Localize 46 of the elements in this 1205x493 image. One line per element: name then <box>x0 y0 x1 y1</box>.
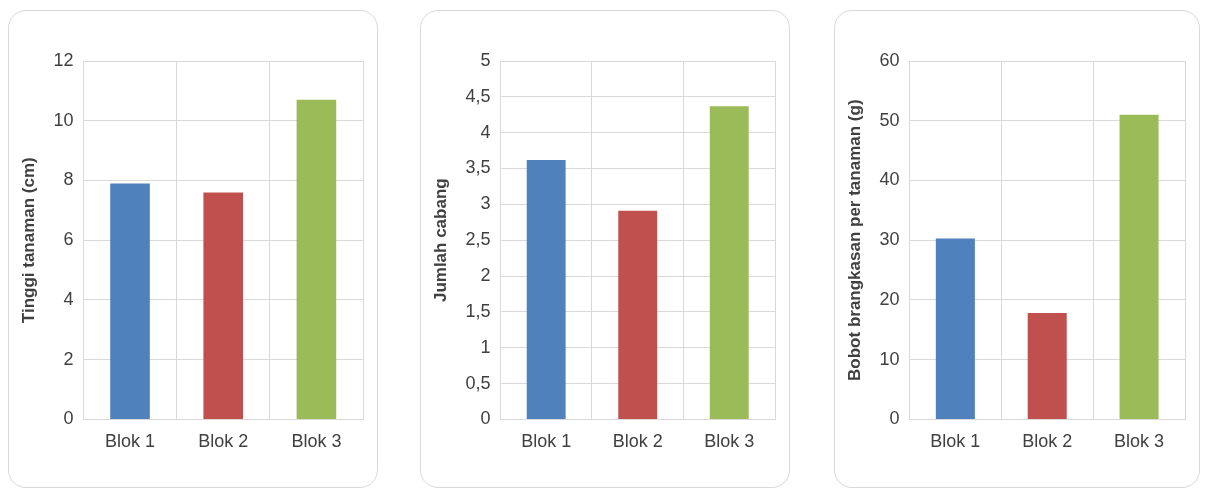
y-tick-label: 1 <box>480 336 491 357</box>
y-tick-label: 5 <box>480 49 491 70</box>
y-axis-title: Bobot brangkasan per tanaman (g) <box>844 99 864 381</box>
bar <box>935 238 975 419</box>
y-tick-label: 50 <box>879 109 900 130</box>
y-tick-label: 2 <box>480 265 491 286</box>
y-axis-title: Tinggi tanaman (cm) <box>18 157 38 324</box>
x-tick-label: Blok 1 <box>930 431 981 452</box>
y-tick-label: 3 <box>480 193 491 214</box>
x-tick-label: Blok 1 <box>105 431 156 452</box>
y-tick-label: 2 <box>63 348 74 369</box>
x-tick-label: Blok 2 <box>612 431 663 452</box>
bar <box>1027 313 1067 419</box>
y-tick-label: 40 <box>879 169 900 190</box>
y-tick-label: 1,5 <box>465 300 491 321</box>
y-tick-label: 0 <box>63 408 74 429</box>
bar <box>709 106 749 419</box>
bar <box>110 183 150 419</box>
y-tick-label: 2,5 <box>465 229 491 250</box>
y-tick-label: 4,5 <box>465 85 491 106</box>
y-tick-label: 0 <box>480 408 491 429</box>
x-tick-label: Blok 3 <box>1114 431 1165 452</box>
bar <box>296 99 337 419</box>
x-tick-label: Blok 2 <box>198 431 249 452</box>
y-tick-label: 30 <box>879 229 900 250</box>
y-tick-label: 60 <box>879 49 900 70</box>
y-tick-label: 0,5 <box>465 372 491 393</box>
y-tick-label: 4 <box>63 288 74 309</box>
x-tick-label: Blok 3 <box>291 431 342 452</box>
y-tick-label: 4 <box>480 121 491 142</box>
y-tick-label: 3,5 <box>465 157 491 178</box>
y-tick-label: 8 <box>63 169 74 190</box>
y-tick-label: 6 <box>63 229 74 250</box>
bar <box>203 192 244 419</box>
bar <box>526 159 566 419</box>
bar <box>1119 114 1159 419</box>
y-tick-label: 10 <box>53 109 74 130</box>
y-axis-title: Jumlah cabang <box>430 178 450 303</box>
y-tick-label: 20 <box>879 288 900 309</box>
x-tick-label: Blok 2 <box>1022 431 1073 452</box>
bar <box>618 210 658 419</box>
y-tick-label: 12 <box>53 49 74 70</box>
x-tick-label: Blok 3 <box>704 431 755 452</box>
x-tick-label: Blok 1 <box>521 431 572 452</box>
y-tick-label: 10 <box>879 348 900 369</box>
y-tick-label: 0 <box>889 408 900 429</box>
